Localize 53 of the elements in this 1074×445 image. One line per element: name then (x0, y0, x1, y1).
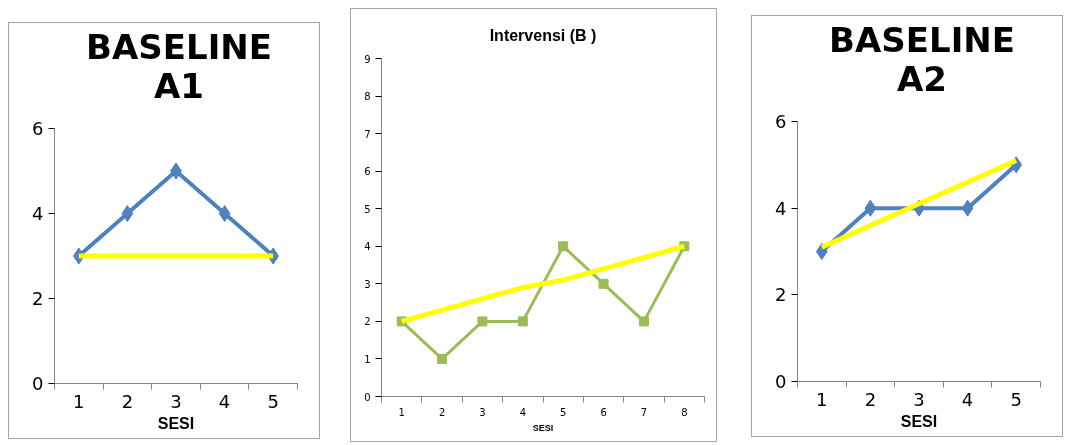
x-tick-label: 3 (913, 388, 925, 410)
point (815, 243, 828, 260)
y-tick-label: 9 (364, 53, 371, 65)
y-tick-label: 3 (364, 278, 371, 290)
point (638, 316, 649, 327)
y-tick-label: 4 (364, 241, 371, 253)
y-tick-label: 1 (364, 353, 371, 365)
point (121, 205, 134, 222)
point (437, 353, 448, 364)
x-tick-label: 2 (438, 406, 446, 418)
x-tick-label: 5 (560, 406, 567, 418)
x-tick-label: 7 (640, 406, 648, 418)
y-tick-label: 4 (775, 197, 787, 219)
x-tick-label: 3 (170, 390, 182, 412)
point (961, 199, 974, 217)
x-tick-label: 1 (398, 406, 405, 418)
y-tick-label: 6 (32, 118, 44, 139)
y-tick-label: 4 (32, 203, 44, 224)
point (517, 316, 528, 327)
x-tick-label: 1 (816, 388, 828, 410)
y-tick-label: 0 (775, 371, 787, 392)
x-tick-label: 2 (121, 390, 134, 412)
y-tick-label: 2 (775, 284, 787, 306)
x-tick-label: 6 (600, 406, 607, 418)
chart-title: BASELINE A1 (86, 27, 272, 107)
x-axis-title: SESI (532, 422, 554, 433)
chart-title: BASELINE A2 (829, 20, 1015, 100)
y-tick-label: 6 (775, 111, 787, 132)
point (218, 205, 231, 222)
y-tick-label: 6 (364, 166, 371, 178)
x-tick-label: 5 (1010, 388, 1022, 410)
point (477, 316, 488, 327)
y-tick-label: 2 (364, 316, 371, 328)
point (558, 241, 569, 252)
x-tick-label: 8 (681, 406, 688, 418)
x-tick-label: 5 (267, 390, 279, 412)
y-tick-label: 5 (364, 203, 371, 215)
x-tick-label: 4 (218, 390, 231, 412)
y-tick-label: 0 (32, 373, 44, 394)
y-tick-label: 2 (32, 288, 44, 309)
point (864, 199, 877, 217)
x-tick-label: 3 (479, 406, 486, 418)
x-tick-label: 2 (864, 388, 877, 410)
y-tick-label: 7 (364, 128, 371, 140)
x-tick-label: 1 (73, 390, 85, 412)
x-axis-title: SESI (900, 412, 938, 430)
point (598, 278, 609, 289)
x-axis-title: SESI (157, 414, 195, 432)
x-tick-label: 4 (519, 406, 527, 418)
y-tick-label: 8 (364, 91, 371, 103)
y-tick-label: 0 (364, 391, 371, 403)
chart-title: Intervensi (B ) (489, 26, 597, 44)
x-tick-label: 4 (961, 388, 974, 410)
